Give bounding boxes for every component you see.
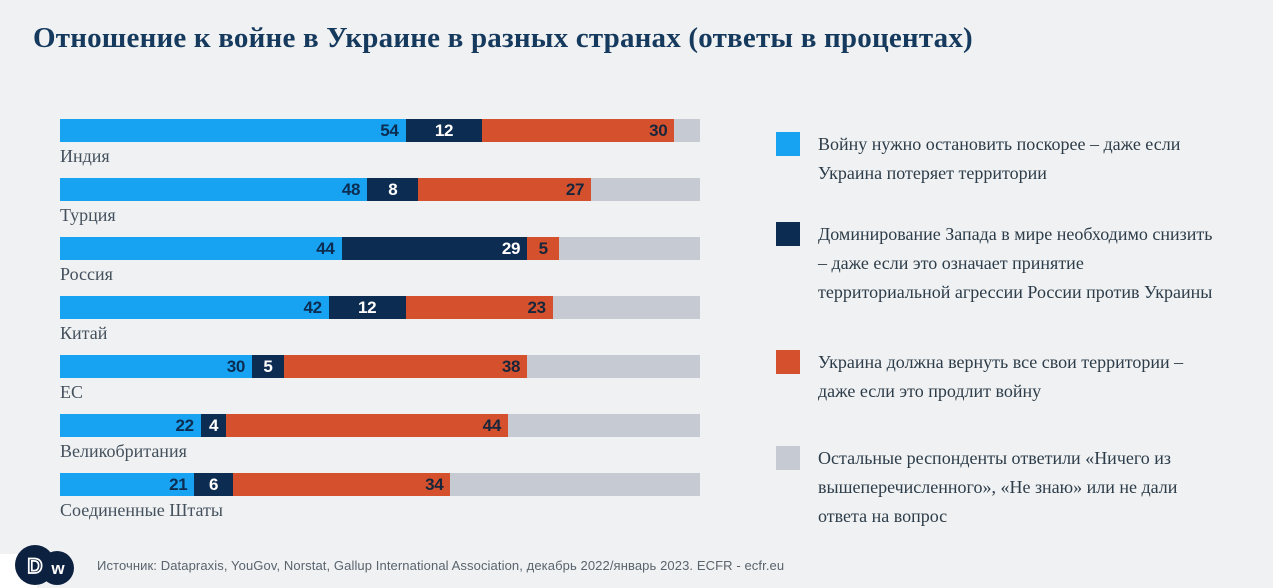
segment-ukraine-regain-territories: 38 <box>284 355 528 378</box>
bar-chart: 54 12 30 Индия 48 8 27 Турция 44 29 5 Россия 42 12 23 К… <box>60 119 700 533</box>
value-label: 21 <box>169 475 188 494</box>
stacked-bar: 42 12 23 <box>60 296 700 319</box>
stacked-bar: 44 29 5 <box>60 237 700 260</box>
legend-swatch <box>776 222 800 246</box>
country-label: Соединенные Штаты <box>60 500 223 520</box>
legend-label: Украина должна вернуть все свои территор… <box>818 352 1184 401</box>
segment-ukraine-regain-territories: 27 <box>418 178 592 201</box>
svg-text:w: w <box>50 559 65 578</box>
value-label: 8 <box>388 180 398 199</box>
value-label: 22 <box>175 416 194 435</box>
legend-label: Войну нужно остановить поскорее – даже е… <box>818 134 1181 183</box>
country-label: Индия <box>60 146 110 166</box>
bar-row: 54 12 30 Индия <box>60 119 700 178</box>
dw-logo: D w <box>14 544 76 588</box>
segment-ukraine-regain-territories: 5 <box>527 237 560 260</box>
source-text: Источник: Datapraxis, YouGov, Norstat, G… <box>97 558 785 573</box>
segment-stop-war-soon: 54 <box>60 119 406 142</box>
stacked-bar: 54 12 30 <box>60 119 700 142</box>
legend-item-other-respondents: Остальные респонденты ответили «Ничего и… <box>776 444 1246 531</box>
value-label: 12 <box>358 298 377 317</box>
legend-item-reduce-west-dominance: Доминирование Запада в мире необходимо с… <box>776 220 1246 307</box>
segment-reduce-west-dominance: 4 <box>200 414 227 437</box>
segment-other-respondents <box>674 119 700 142</box>
stacked-bar: 30 5 38 <box>60 355 700 378</box>
segment-ukraine-regain-territories: 34 <box>232 473 451 496</box>
segment-ukraine-regain-territories: 44 <box>226 414 508 437</box>
segment-reduce-west-dominance: 12 <box>405 119 483 142</box>
segment-stop-war-soon: 30 <box>60 355 252 378</box>
country-label: Россия <box>60 264 113 284</box>
value-label: 34 <box>425 475 444 494</box>
chart-title: Отношение к войне в Украине в разных стр… <box>33 22 973 54</box>
segment-stop-war-soon: 44 <box>60 237 342 260</box>
segment-other-respondents <box>552 296 700 319</box>
bar-row: 44 29 5 Россия <box>60 237 700 296</box>
segment-other-respondents <box>527 355 700 378</box>
country-label: Турция <box>60 205 116 225</box>
legend-label: Остальные респонденты ответили «Ничего и… <box>818 448 1178 526</box>
segment-ukraine-regain-territories: 30 <box>482 119 675 142</box>
legend-swatch <box>776 446 800 470</box>
value-label: 44 <box>482 416 502 435</box>
bar-row: 48 8 27 Турция <box>60 178 700 237</box>
bar-row: 22 4 44 Великобритания <box>60 414 700 473</box>
segment-reduce-west-dominance: 12 <box>328 296 406 319</box>
value-label: 44 <box>316 239 335 258</box>
value-label: 30 <box>649 121 668 140</box>
svg-text:D: D <box>27 555 42 578</box>
segment-reduce-west-dominance: 29 <box>341 237 528 260</box>
segment-other-respondents <box>507 414 700 437</box>
segment-stop-war-soon: 22 <box>60 414 201 437</box>
segment-ukraine-regain-territories: 23 <box>405 296 553 319</box>
segment-reduce-west-dominance: 6 <box>194 473 233 496</box>
stacked-bar: 48 8 27 <box>60 178 700 201</box>
legend-item-stop-war-soon: Войну нужно остановить поскорее – даже е… <box>776 130 1246 188</box>
value-label: 4 <box>209 416 219 435</box>
bar-row: 21 6 34 Соединенные Штаты <box>60 473 700 532</box>
value-label: 5 <box>538 239 548 258</box>
value-label: 29 <box>501 239 521 258</box>
stacked-bar: 21 6 34 <box>60 473 700 496</box>
legend-item-ukraine-regain-territories: Украина должна вернуть все свои территор… <box>776 348 1246 406</box>
value-label: 42 <box>303 298 322 317</box>
segment-other-respondents <box>450 473 700 496</box>
segment-stop-war-soon: 42 <box>60 296 329 319</box>
value-label: 30 <box>226 357 246 376</box>
value-label: 38 <box>501 357 521 376</box>
country-label: Великобритания <box>60 441 187 461</box>
segment-reduce-west-dominance: 8 <box>367 178 419 201</box>
value-label: 48 <box>341 180 361 199</box>
value-label: 23 <box>527 298 546 317</box>
value-label: 6 <box>209 475 219 494</box>
segment-reduce-west-dominance: 5 <box>252 355 284 378</box>
country-label: Китай <box>60 323 108 343</box>
segment-stop-war-soon: 48 <box>60 178 368 201</box>
legend-swatch <box>776 350 800 374</box>
legend-swatch <box>776 132 800 156</box>
segment-other-respondents <box>591 178 700 201</box>
value-label: 5 <box>263 357 273 376</box>
value-label: 27 <box>565 180 585 199</box>
value-label: 12 <box>434 121 454 140</box>
segment-stop-war-soon: 21 <box>60 473 195 496</box>
value-label: 54 <box>380 121 399 140</box>
bar-row: 30 5 38 ЕС <box>60 355 700 414</box>
bar-row: 42 12 23 Китай <box>60 296 700 355</box>
country-label: ЕС <box>60 382 84 402</box>
legend-label: Доминирование Запада в мире необходимо с… <box>818 224 1213 302</box>
stacked-bar: 22 4 44 <box>60 414 700 437</box>
dw-logo-right-circle <box>40 551 74 585</box>
segment-other-respondents <box>559 237 700 260</box>
